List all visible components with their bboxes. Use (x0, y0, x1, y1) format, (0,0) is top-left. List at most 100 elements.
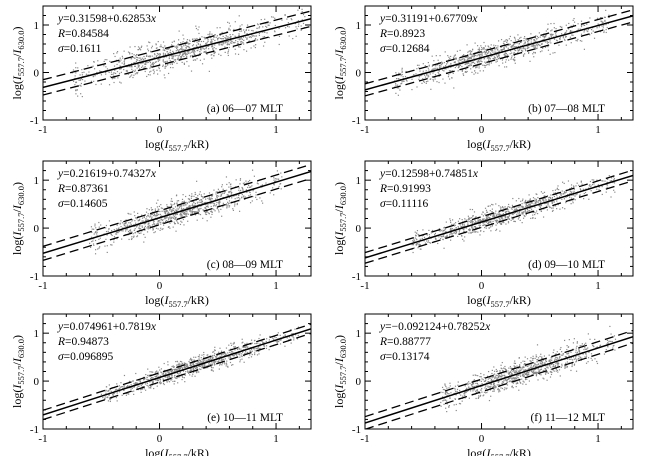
data-point (189, 210, 191, 212)
data-point (216, 196, 218, 198)
data-point (396, 84, 399, 86)
data-point (603, 24, 605, 26)
data-point (477, 48, 479, 51)
data-point (207, 360, 209, 362)
data-point (161, 215, 163, 217)
data-point (172, 57, 174, 60)
data-point (278, 35, 281, 38)
data-point (439, 237, 442, 240)
data-point (556, 200, 558, 202)
data-point (126, 224, 128, 226)
data-point (144, 378, 146, 380)
data-point (562, 35, 564, 37)
data-point (196, 211, 198, 213)
data-point (179, 223, 182, 226)
data-point (167, 372, 169, 374)
data-point (550, 198, 552, 200)
data-point (501, 382, 503, 384)
data-point (502, 218, 504, 220)
data-point (605, 24, 607, 26)
data-point (246, 33, 248, 35)
data-point (477, 59, 480, 61)
data-point (442, 78, 444, 80)
data-point (552, 190, 554, 192)
data-point (485, 224, 487, 226)
data-point (540, 201, 542, 203)
panel-b-ticks (364, 5, 633, 121)
data-point (235, 36, 237, 38)
data-point (398, 72, 400, 74)
data-point (157, 379, 159, 382)
data-point (228, 29, 230, 31)
data-point (597, 184, 600, 186)
data-point (131, 236, 133, 238)
data-point (183, 62, 185, 64)
data-point (193, 202, 195, 204)
data-point (563, 193, 565, 195)
data-point (514, 56, 516, 58)
data-point (225, 198, 228, 201)
data-point (555, 31, 557, 33)
data-point (209, 31, 211, 33)
data-point (609, 180, 611, 182)
data-point (143, 67, 145, 69)
data-point (110, 233, 113, 236)
data-point (468, 218, 471, 220)
data-point (449, 218, 451, 220)
data-point (93, 68, 96, 70)
data-point (200, 360, 202, 362)
data-point (279, 339, 281, 341)
data-point (529, 60, 531, 62)
data-point (188, 371, 190, 373)
data-point (175, 213, 177, 215)
data-point (171, 44, 173, 46)
data-point (254, 352, 256, 354)
data-point (113, 72, 115, 74)
data-point (606, 186, 608, 188)
data-point (187, 52, 190, 54)
data-point (176, 364, 178, 366)
data-point (201, 366, 203, 368)
data-point (182, 41, 184, 43)
data-point (115, 396, 117, 399)
data-point (189, 370, 191, 372)
data-point (250, 350, 252, 352)
data-point (162, 378, 164, 380)
data-point (155, 375, 157, 378)
data-point (153, 62, 155, 65)
data-point (218, 42, 220, 45)
data-point (484, 61, 486, 63)
data-point (178, 30, 180, 32)
data-point (244, 343, 246, 345)
data-point (559, 38, 561, 41)
data-point (99, 237, 101, 239)
data-point (245, 189, 248, 191)
data-point (256, 198, 258, 201)
data-point (571, 194, 573, 196)
data-point (108, 228, 110, 230)
data-point (179, 367, 181, 369)
data-point (458, 231, 460, 233)
data-point (510, 207, 512, 209)
data-point (187, 213, 190, 215)
data-point (243, 195, 245, 197)
data-point (164, 373, 166, 376)
data-point (205, 46, 207, 49)
data-point (257, 24, 259, 26)
data-point (171, 376, 173, 378)
data-point (193, 49, 195, 51)
data-point (173, 210, 176, 213)
data-point (245, 351, 247, 353)
data-point (183, 207, 185, 210)
data-point (189, 370, 192, 372)
data-point (252, 348, 255, 350)
data-point (222, 42, 224, 44)
data-point (74, 84, 76, 86)
data-point (496, 54, 498, 56)
data-point (149, 60, 151, 62)
data-point (555, 28, 557, 30)
data-point (488, 223, 490, 225)
data-point (472, 66, 474, 68)
data-point (405, 70, 407, 73)
data-point (494, 377, 496, 379)
